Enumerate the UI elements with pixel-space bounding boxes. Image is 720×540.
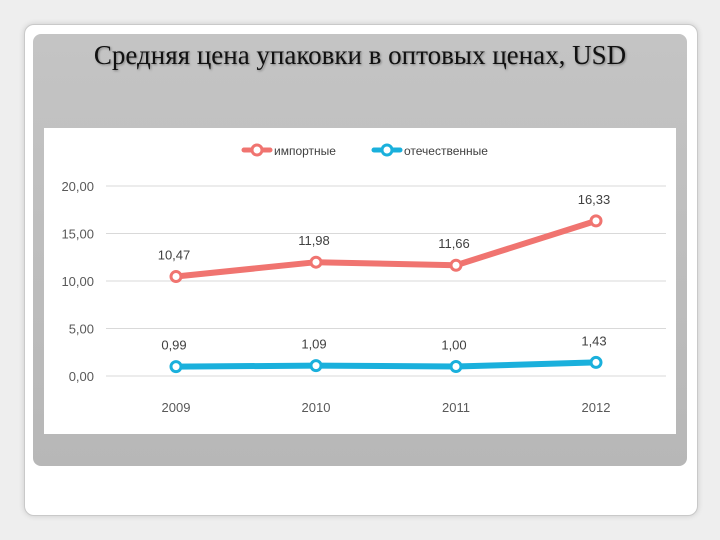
series-line: [173, 217, 599, 280]
data-label: 1,09: [301, 337, 326, 352]
data-point: [589, 214, 603, 228]
page-title: Средняя цена упаковки в оптовых ценах, U…: [93, 40, 627, 70]
data-point: [589, 355, 603, 369]
data-label: 0,99: [161, 338, 186, 353]
y-tick-label: 10,00: [61, 274, 94, 289]
legend-marker: [250, 143, 264, 157]
x-tick-label: 2012: [582, 400, 611, 415]
data-point: [169, 270, 183, 284]
line-chart: 0,00 5,00 10,00 15,00 20,00 2009 2010 2011 2012 и…: [61, 143, 666, 415]
data-point: [309, 359, 323, 373]
data-label: 1,43: [581, 333, 606, 348]
data-label: 11,66: [438, 236, 470, 251]
data-point: [449, 258, 463, 272]
data-point: [169, 360, 183, 374]
legend-label: отечественные: [404, 144, 488, 158]
legend-marker: [380, 143, 394, 157]
chart-area: 0,00 5,00 10,00 15,00 20,00 2009 2010 2011 2012 и…: [44, 128, 676, 434]
y-tick-label: 20,00: [61, 179, 94, 194]
y-tick-label: 5,00: [69, 322, 94, 337]
y-tick-label: 0,00: [69, 369, 94, 384]
series-line: [173, 359, 599, 370]
data-label: 16,33: [578, 192, 611, 207]
x-tick-label: 2009: [162, 400, 191, 415]
x-tick-label: 2010: [302, 400, 331, 415]
x-tick-label: 2011: [442, 400, 470, 415]
legend-label: импортные: [274, 144, 336, 158]
data-point: [309, 255, 323, 269]
data-label: 10,47: [158, 248, 191, 263]
data-label: 11,98: [298, 233, 330, 248]
data-label: 1,00: [441, 338, 466, 353]
data-point: [449, 360, 463, 373]
y-tick-label: 15,00: [61, 227, 94, 242]
